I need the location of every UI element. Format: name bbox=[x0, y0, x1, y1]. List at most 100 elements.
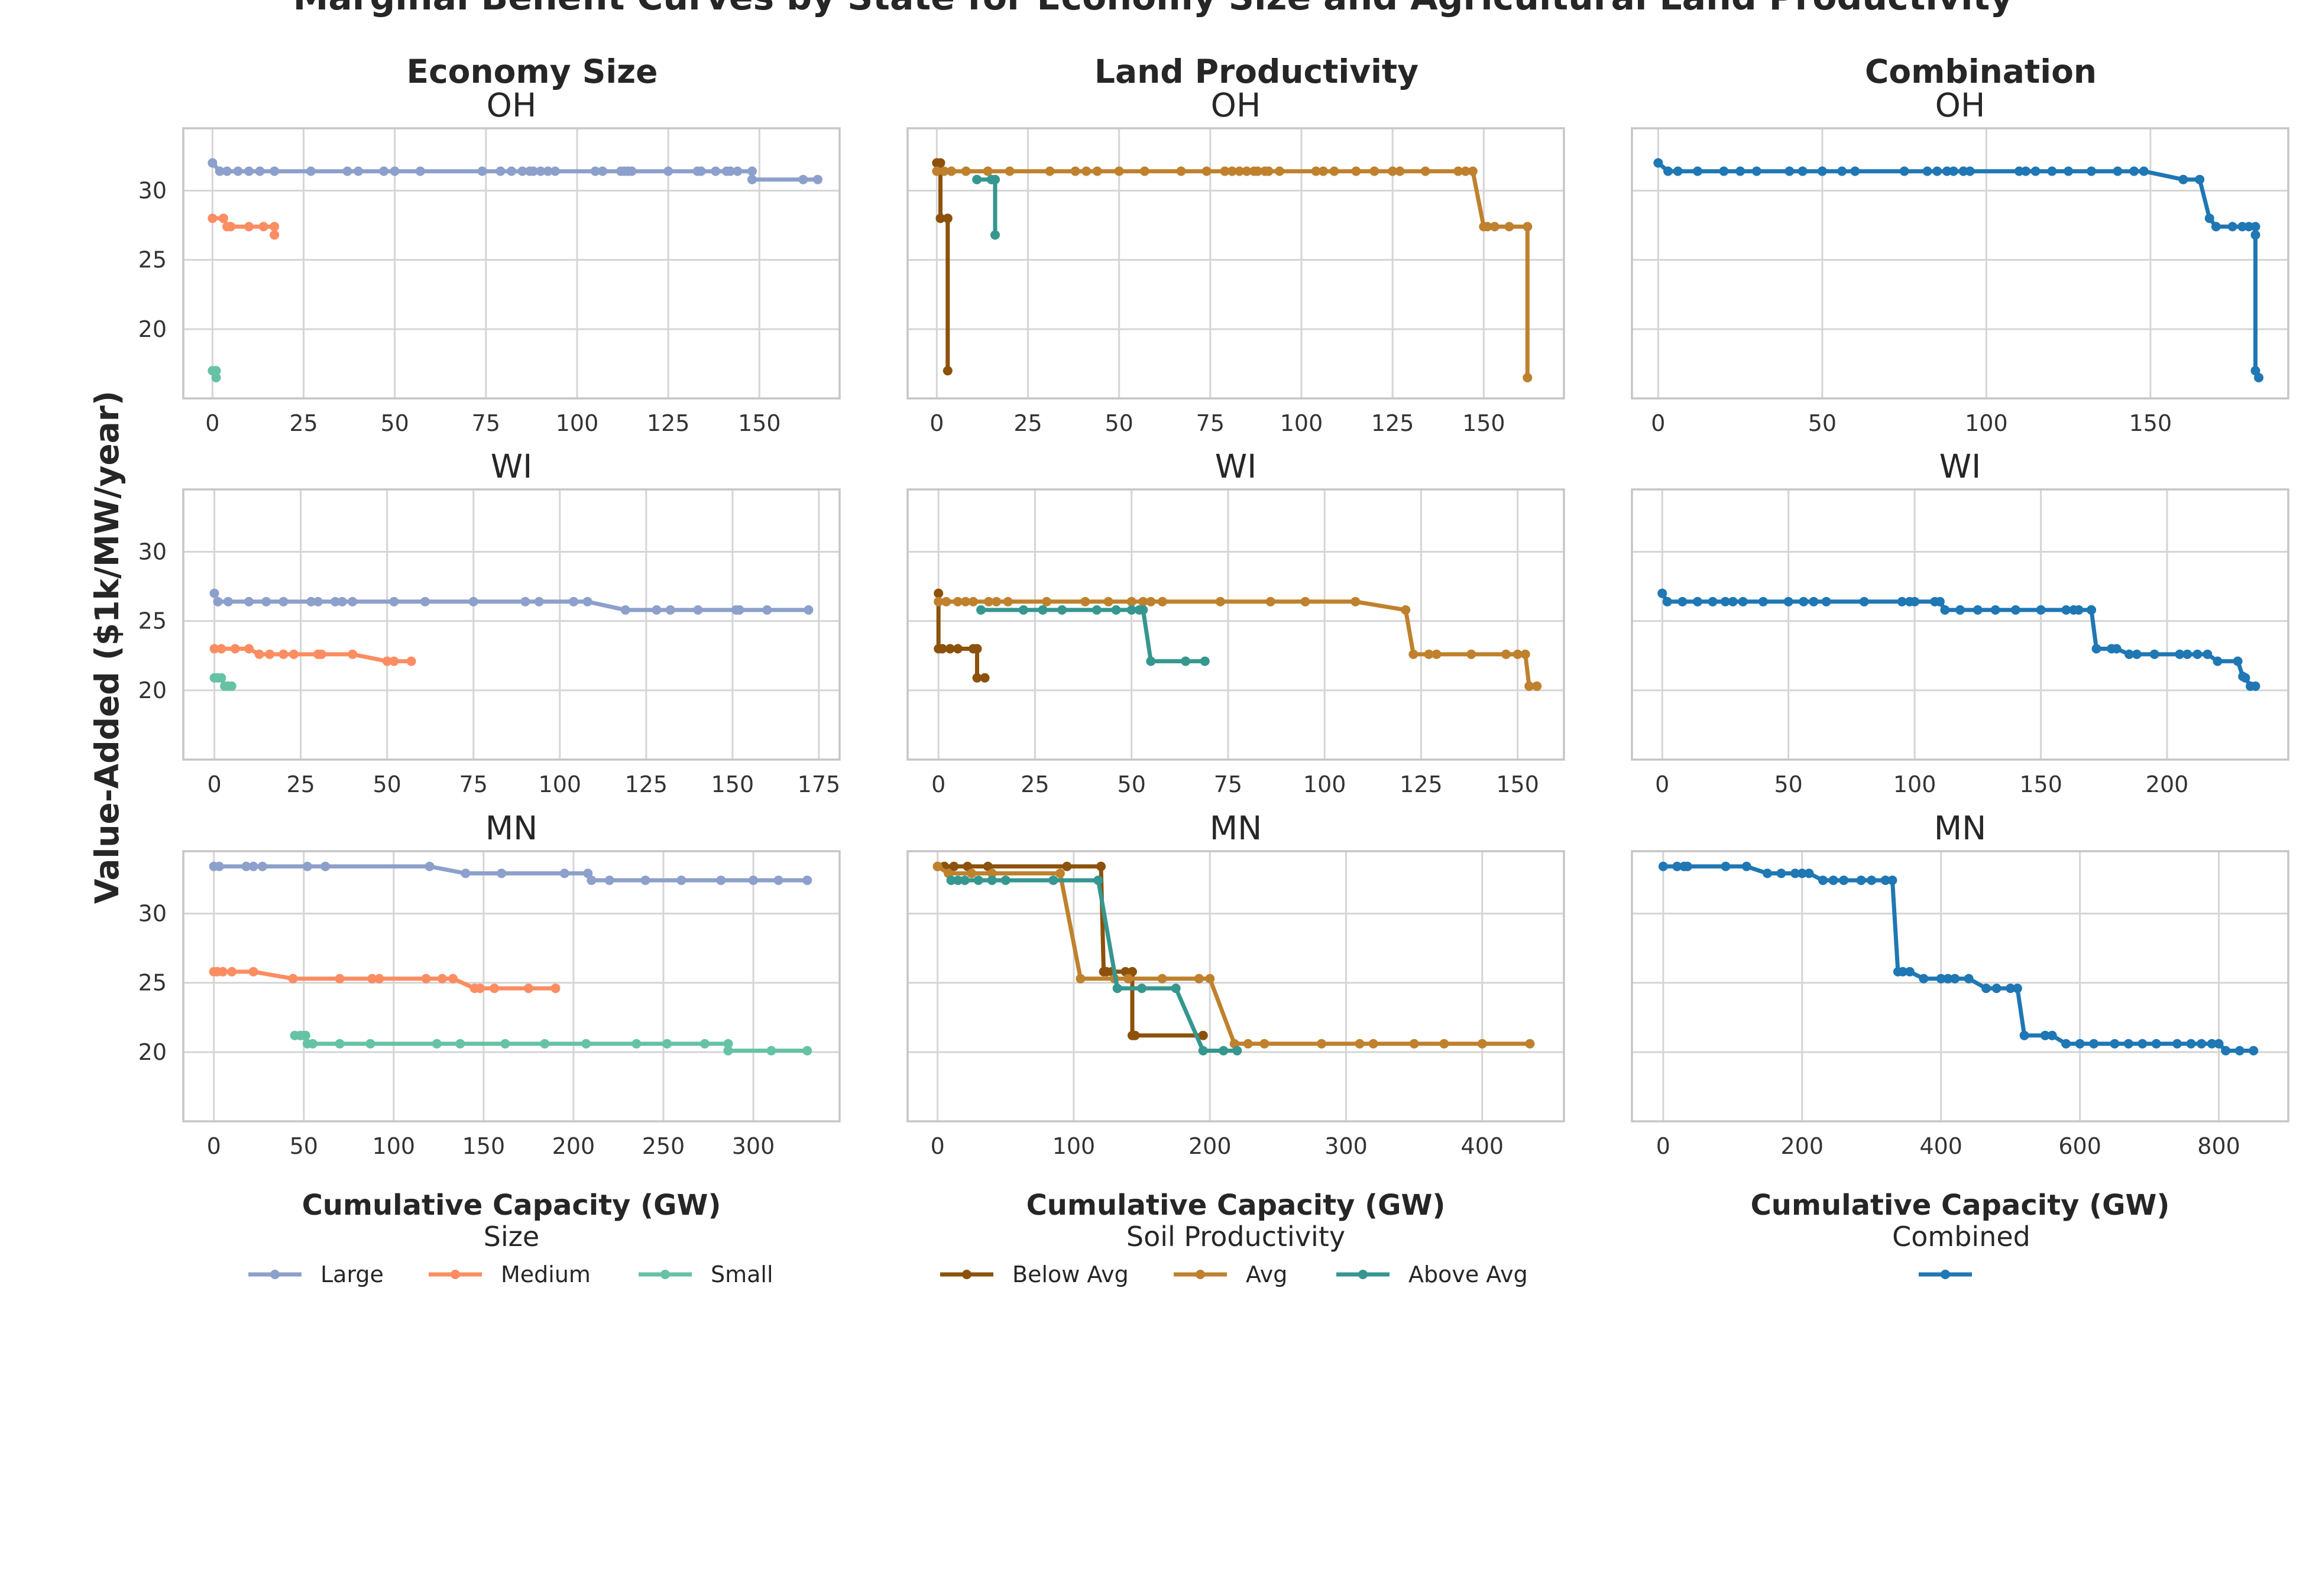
data-point bbox=[1932, 166, 1942, 176]
data-point bbox=[1758, 596, 1768, 606]
data-point bbox=[1215, 596, 1225, 606]
data-point bbox=[475, 984, 485, 994]
data-point bbox=[2087, 605, 2096, 615]
x-tick-label: 75 bbox=[472, 410, 500, 436]
series-line bbox=[212, 969, 558, 991]
data-point bbox=[1738, 596, 1748, 606]
x-tick-label: 125 bbox=[647, 410, 690, 436]
data-point bbox=[2237, 222, 2247, 232]
legend-item: Above Avg bbox=[1336, 1261, 1528, 1287]
x-tick-label: 0 bbox=[931, 1133, 945, 1159]
x-tick-label: 0 bbox=[1655, 771, 1669, 797]
data-point bbox=[230, 644, 240, 654]
data-point bbox=[2021, 166, 2030, 176]
data-point bbox=[425, 861, 435, 871]
data-point bbox=[337, 596, 347, 606]
data-point bbox=[1062, 861, 1072, 871]
data-point bbox=[1990, 605, 2000, 615]
data-point bbox=[665, 605, 675, 615]
data-point bbox=[335, 1039, 345, 1049]
x-tick-label: 25 bbox=[1021, 771, 1049, 797]
series-line bbox=[1656, 161, 2261, 380]
plot-frame bbox=[182, 127, 841, 400]
y-tick-label: 30 bbox=[138, 900, 167, 926]
legend-label: Below Avg bbox=[1012, 1261, 1129, 1287]
data-point bbox=[2192, 649, 2203, 659]
data-point bbox=[495, 166, 506, 176]
legend-marker bbox=[1941, 1270, 1950, 1279]
data-point bbox=[233, 166, 243, 176]
data-point bbox=[627, 166, 637, 176]
data-point bbox=[218, 966, 228, 977]
data-point bbox=[1081, 166, 1092, 176]
x-tick-label: 150 bbox=[738, 410, 781, 436]
data-point bbox=[747, 174, 757, 184]
data-point bbox=[1818, 875, 1828, 885]
plot-frame bbox=[1631, 850, 2289, 1123]
x-tick-label: 25 bbox=[1013, 410, 1042, 436]
data-point bbox=[1839, 875, 1849, 885]
data-point bbox=[2254, 372, 2264, 382]
data-point bbox=[1828, 875, 1838, 885]
data-point bbox=[949, 861, 959, 871]
y-tick-label: 30 bbox=[138, 177, 167, 203]
data-point bbox=[300, 1030, 310, 1040]
data-point bbox=[1232, 1046, 1242, 1056]
x-axis-label: Cumulative Capacity (GW) bbox=[1751, 1189, 2170, 1222]
series-avg bbox=[934, 596, 1542, 691]
data-point bbox=[316, 649, 326, 659]
data-point bbox=[497, 868, 507, 878]
x-tick-label: 175 bbox=[798, 771, 841, 797]
data-point bbox=[540, 1039, 550, 1049]
data-point bbox=[216, 673, 226, 683]
data-point bbox=[662, 1039, 672, 1049]
data-point bbox=[582, 596, 592, 606]
subplot-title: OH bbox=[487, 86, 537, 124]
data-point bbox=[534, 596, 544, 606]
data-point bbox=[1948, 166, 1958, 176]
data-point bbox=[2129, 166, 2139, 176]
plot-frame bbox=[906, 850, 1565, 1123]
data-point bbox=[1181, 656, 1191, 666]
data-point bbox=[935, 213, 945, 223]
series-line bbox=[934, 169, 1530, 380]
data-point bbox=[1532, 681, 1542, 691]
data-point bbox=[939, 166, 949, 176]
data-point bbox=[1126, 596, 1136, 606]
series-small bbox=[208, 366, 221, 382]
data-point bbox=[1311, 166, 1321, 176]
data-point bbox=[1804, 868, 1814, 878]
data-point bbox=[990, 174, 1000, 184]
data-point bbox=[1055, 868, 1065, 878]
data-point bbox=[1943, 974, 1953, 984]
series-avg bbox=[932, 861, 1535, 1049]
data-point bbox=[248, 861, 258, 871]
x-tick-label: 150 bbox=[2129, 410, 2172, 436]
data-point bbox=[244, 222, 254, 232]
data-point bbox=[1693, 596, 1702, 606]
x-tick-label: 150 bbox=[711, 771, 754, 797]
x-tick-label: 0 bbox=[1656, 1133, 1670, 1159]
data-point bbox=[1126, 605, 1136, 615]
series-above-avg bbox=[946, 875, 1242, 1056]
data-point bbox=[941, 596, 951, 606]
data-point bbox=[1424, 649, 1434, 659]
data-point bbox=[652, 605, 662, 615]
data-point bbox=[2061, 605, 2071, 615]
data-point bbox=[1038, 605, 1048, 615]
x-tick-label: 75 bbox=[1196, 410, 1225, 436]
data-point bbox=[640, 875, 650, 885]
series-avg bbox=[932, 166, 1533, 382]
data-point bbox=[1936, 974, 1946, 984]
data-point bbox=[270, 166, 280, 176]
data-point bbox=[1018, 605, 1028, 615]
data-point bbox=[1139, 166, 1149, 176]
data-point bbox=[211, 372, 221, 382]
data-point bbox=[802, 875, 812, 885]
data-point bbox=[2197, 1039, 2207, 1049]
x-tick-label: 800 bbox=[2197, 1133, 2240, 1159]
data-point bbox=[348, 596, 358, 606]
data-point bbox=[461, 868, 471, 878]
legend-label: Large bbox=[320, 1261, 384, 1287]
legend-item: Small bbox=[639, 1261, 773, 1287]
